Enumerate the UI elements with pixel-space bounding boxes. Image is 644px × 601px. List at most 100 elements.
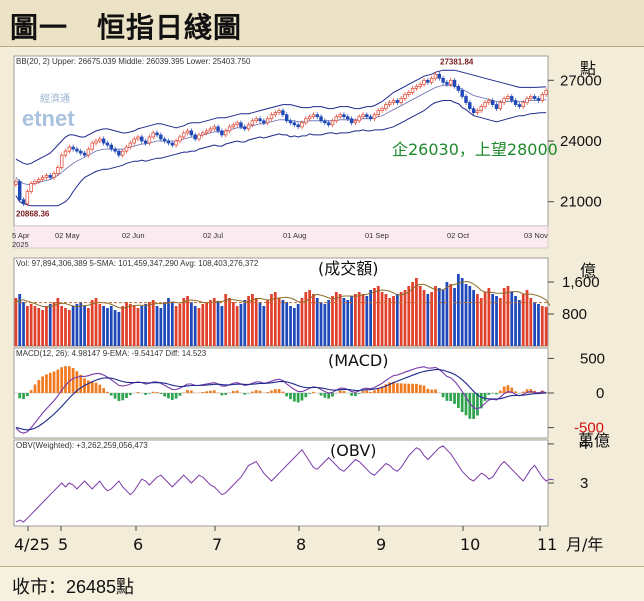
candle-body bbox=[64, 151, 67, 155]
candle-body bbox=[468, 103, 471, 109]
volume-bar bbox=[240, 304, 243, 346]
obv-ytick-label: 3 bbox=[580, 475, 588, 492]
macd-histogram-bar bbox=[434, 389, 437, 393]
macd-histogram-bar bbox=[396, 383, 399, 393]
candle-body bbox=[133, 139, 136, 143]
chart-svg: BB(20, 2) Upper: 26675.039 Middle: 26039… bbox=[0, 46, 644, 566]
volume-bar bbox=[221, 306, 224, 346]
volume-bar bbox=[327, 300, 330, 346]
candle-body bbox=[400, 99, 403, 103]
candle-body bbox=[320, 117, 323, 121]
candle-body bbox=[217, 127, 220, 131]
candle-body bbox=[346, 117, 349, 119]
candle-body bbox=[358, 117, 361, 121]
macd-histogram-bar bbox=[205, 391, 208, 393]
candle-body bbox=[91, 143, 94, 149]
candle-body bbox=[457, 86, 460, 90]
volume-bar bbox=[381, 292, 384, 346]
candle-body bbox=[350, 119, 353, 123]
volume-bar bbox=[110, 306, 113, 346]
macd-histogram-bar bbox=[484, 393, 487, 401]
macd-histogram-bar bbox=[159, 393, 162, 394]
candle-body bbox=[407, 92, 410, 94]
volume-bar bbox=[144, 304, 147, 346]
candle-body bbox=[159, 135, 162, 139]
volume-bar bbox=[243, 300, 246, 346]
volume-bar bbox=[415, 278, 418, 346]
macd-histogram-bar bbox=[476, 393, 479, 416]
volume-bar bbox=[331, 296, 334, 346]
candle-body bbox=[30, 184, 33, 192]
candle-body bbox=[34, 181, 37, 183]
macd-histogram-bar bbox=[259, 391, 262, 393]
volume-bar bbox=[98, 304, 101, 346]
macd-histogram-bar bbox=[362, 391, 365, 393]
volume-bar bbox=[18, 294, 21, 346]
candle-body bbox=[297, 125, 300, 127]
candle-body bbox=[449, 80, 452, 84]
macd-histogram-bar bbox=[274, 389, 277, 393]
candle-body bbox=[118, 151, 121, 155]
candle-body bbox=[72, 147, 75, 149]
volume-bar bbox=[518, 300, 521, 346]
volume-bar bbox=[438, 288, 441, 346]
volume-bar bbox=[152, 300, 155, 346]
volume-bar bbox=[488, 288, 491, 346]
volume-bar bbox=[270, 294, 273, 346]
macd-histogram-bar bbox=[320, 393, 323, 396]
candle-body bbox=[125, 147, 128, 151]
volume-bar bbox=[476, 294, 479, 346]
volume-bar bbox=[495, 296, 498, 346]
candle-body bbox=[251, 121, 254, 125]
volume-bar bbox=[510, 292, 513, 346]
volume-bar bbox=[83, 306, 86, 346]
macd-histogram-bar bbox=[323, 393, 326, 398]
date-label: 02 Jun bbox=[122, 231, 145, 240]
macd-histogram-bar bbox=[163, 393, 166, 396]
candle-body bbox=[190, 131, 193, 135]
candle-body bbox=[152, 133, 155, 137]
macd-histogram-bar bbox=[182, 392, 185, 393]
candle-body bbox=[423, 80, 426, 84]
candle-body bbox=[140, 137, 143, 141]
macd-histogram-bar bbox=[354, 393, 357, 396]
macd-histogram-bar bbox=[144, 393, 147, 395]
candle-body bbox=[56, 167, 59, 173]
volume-bar bbox=[56, 298, 59, 346]
macd-histogram-bar bbox=[266, 392, 269, 393]
volume-bar bbox=[514, 296, 517, 346]
price-ytick-label: 24000 bbox=[560, 133, 602, 150]
volume-bar bbox=[37, 308, 40, 346]
candle-body bbox=[476, 111, 479, 113]
watermark-en: etnet bbox=[22, 106, 75, 131]
date-label-year: 2025 bbox=[12, 240, 29, 249]
macd-histogram-bar bbox=[26, 393, 29, 396]
volume-bar bbox=[159, 308, 162, 346]
macd-histogram-bar bbox=[171, 393, 174, 400]
candle-body bbox=[76, 149, 79, 151]
macd-histogram-bar bbox=[373, 390, 376, 393]
candle-body bbox=[83, 153, 86, 155]
volume-bar bbox=[251, 294, 254, 346]
date-label: 03 Nov bbox=[524, 231, 548, 240]
volume-bar bbox=[205, 302, 208, 346]
candle-body bbox=[514, 101, 517, 105]
volume-bar bbox=[278, 298, 281, 346]
volume-bar bbox=[232, 302, 235, 346]
candle-body bbox=[171, 143, 174, 145]
macd-histogram-bar bbox=[453, 393, 456, 404]
candle-body bbox=[163, 139, 166, 141]
macd-histogram-bar bbox=[56, 370, 59, 393]
candle-body bbox=[495, 105, 498, 109]
candle-body bbox=[282, 111, 285, 115]
volume-bar bbox=[106, 308, 109, 346]
volume-bar bbox=[404, 290, 407, 346]
candle-body bbox=[148, 137, 151, 143]
candle-body bbox=[18, 181, 21, 199]
macd-histogram-bar bbox=[190, 391, 193, 393]
candle-body bbox=[255, 119, 258, 121]
volume-bar bbox=[87, 308, 90, 346]
macd-histogram-bar bbox=[358, 393, 361, 394]
candle-body bbox=[419, 84, 422, 86]
